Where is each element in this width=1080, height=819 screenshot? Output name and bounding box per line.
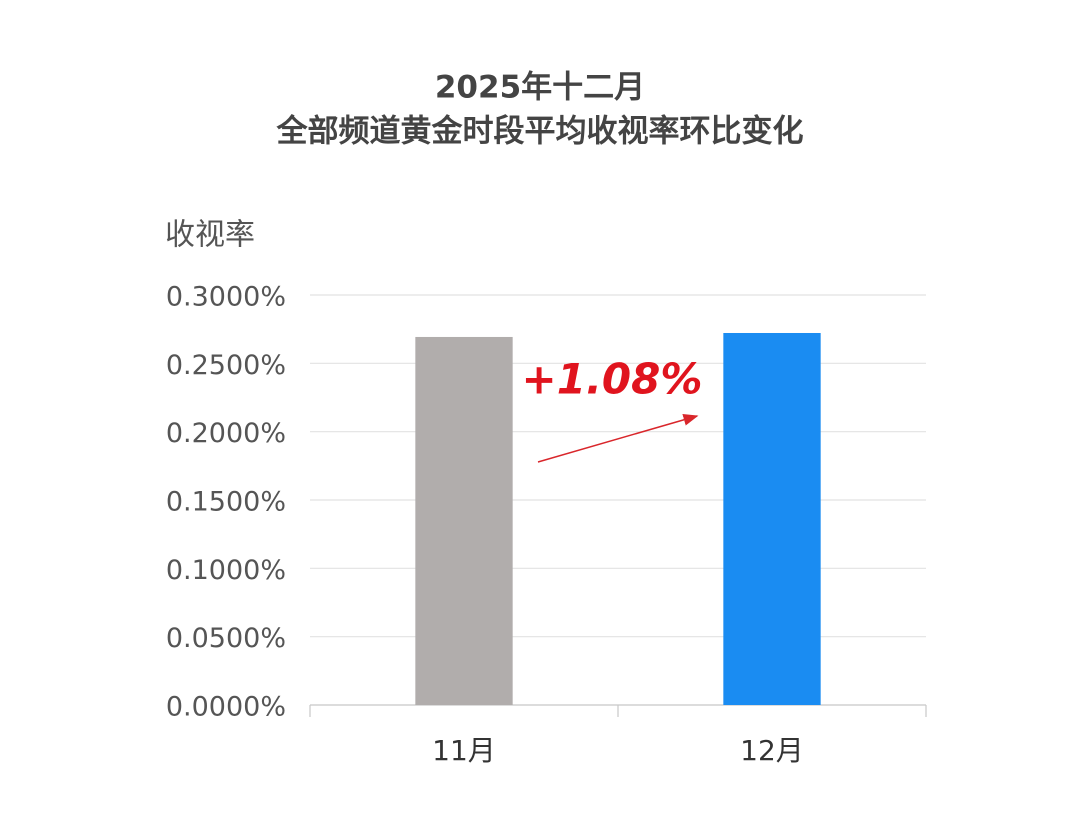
y-axis-label: 收视率 xyxy=(165,218,255,253)
bar xyxy=(723,332,821,705)
chart-title: 全部频道黄金时段平均收视率环比变化 xyxy=(276,114,804,150)
y-tick-label: 0.2500% xyxy=(166,350,286,381)
annotation: +1.08% xyxy=(522,355,703,404)
chart-title: 2025年十二月 xyxy=(435,70,645,106)
y-tick-label: 0.1000% xyxy=(166,555,286,586)
x-tick-label: 11月 xyxy=(432,734,496,767)
x-tick-label: 12月 xyxy=(740,734,804,767)
y-tick-label: 0.0000% xyxy=(166,692,286,723)
bar xyxy=(415,336,513,705)
y-tick-label: 0.2000% xyxy=(166,418,286,449)
y-tick-label: 0.0500% xyxy=(166,623,286,654)
y-tick-label: 0.1500% xyxy=(166,487,286,518)
arrow xyxy=(537,413,699,463)
y-tick-label: 0.3000% xyxy=(166,282,286,313)
